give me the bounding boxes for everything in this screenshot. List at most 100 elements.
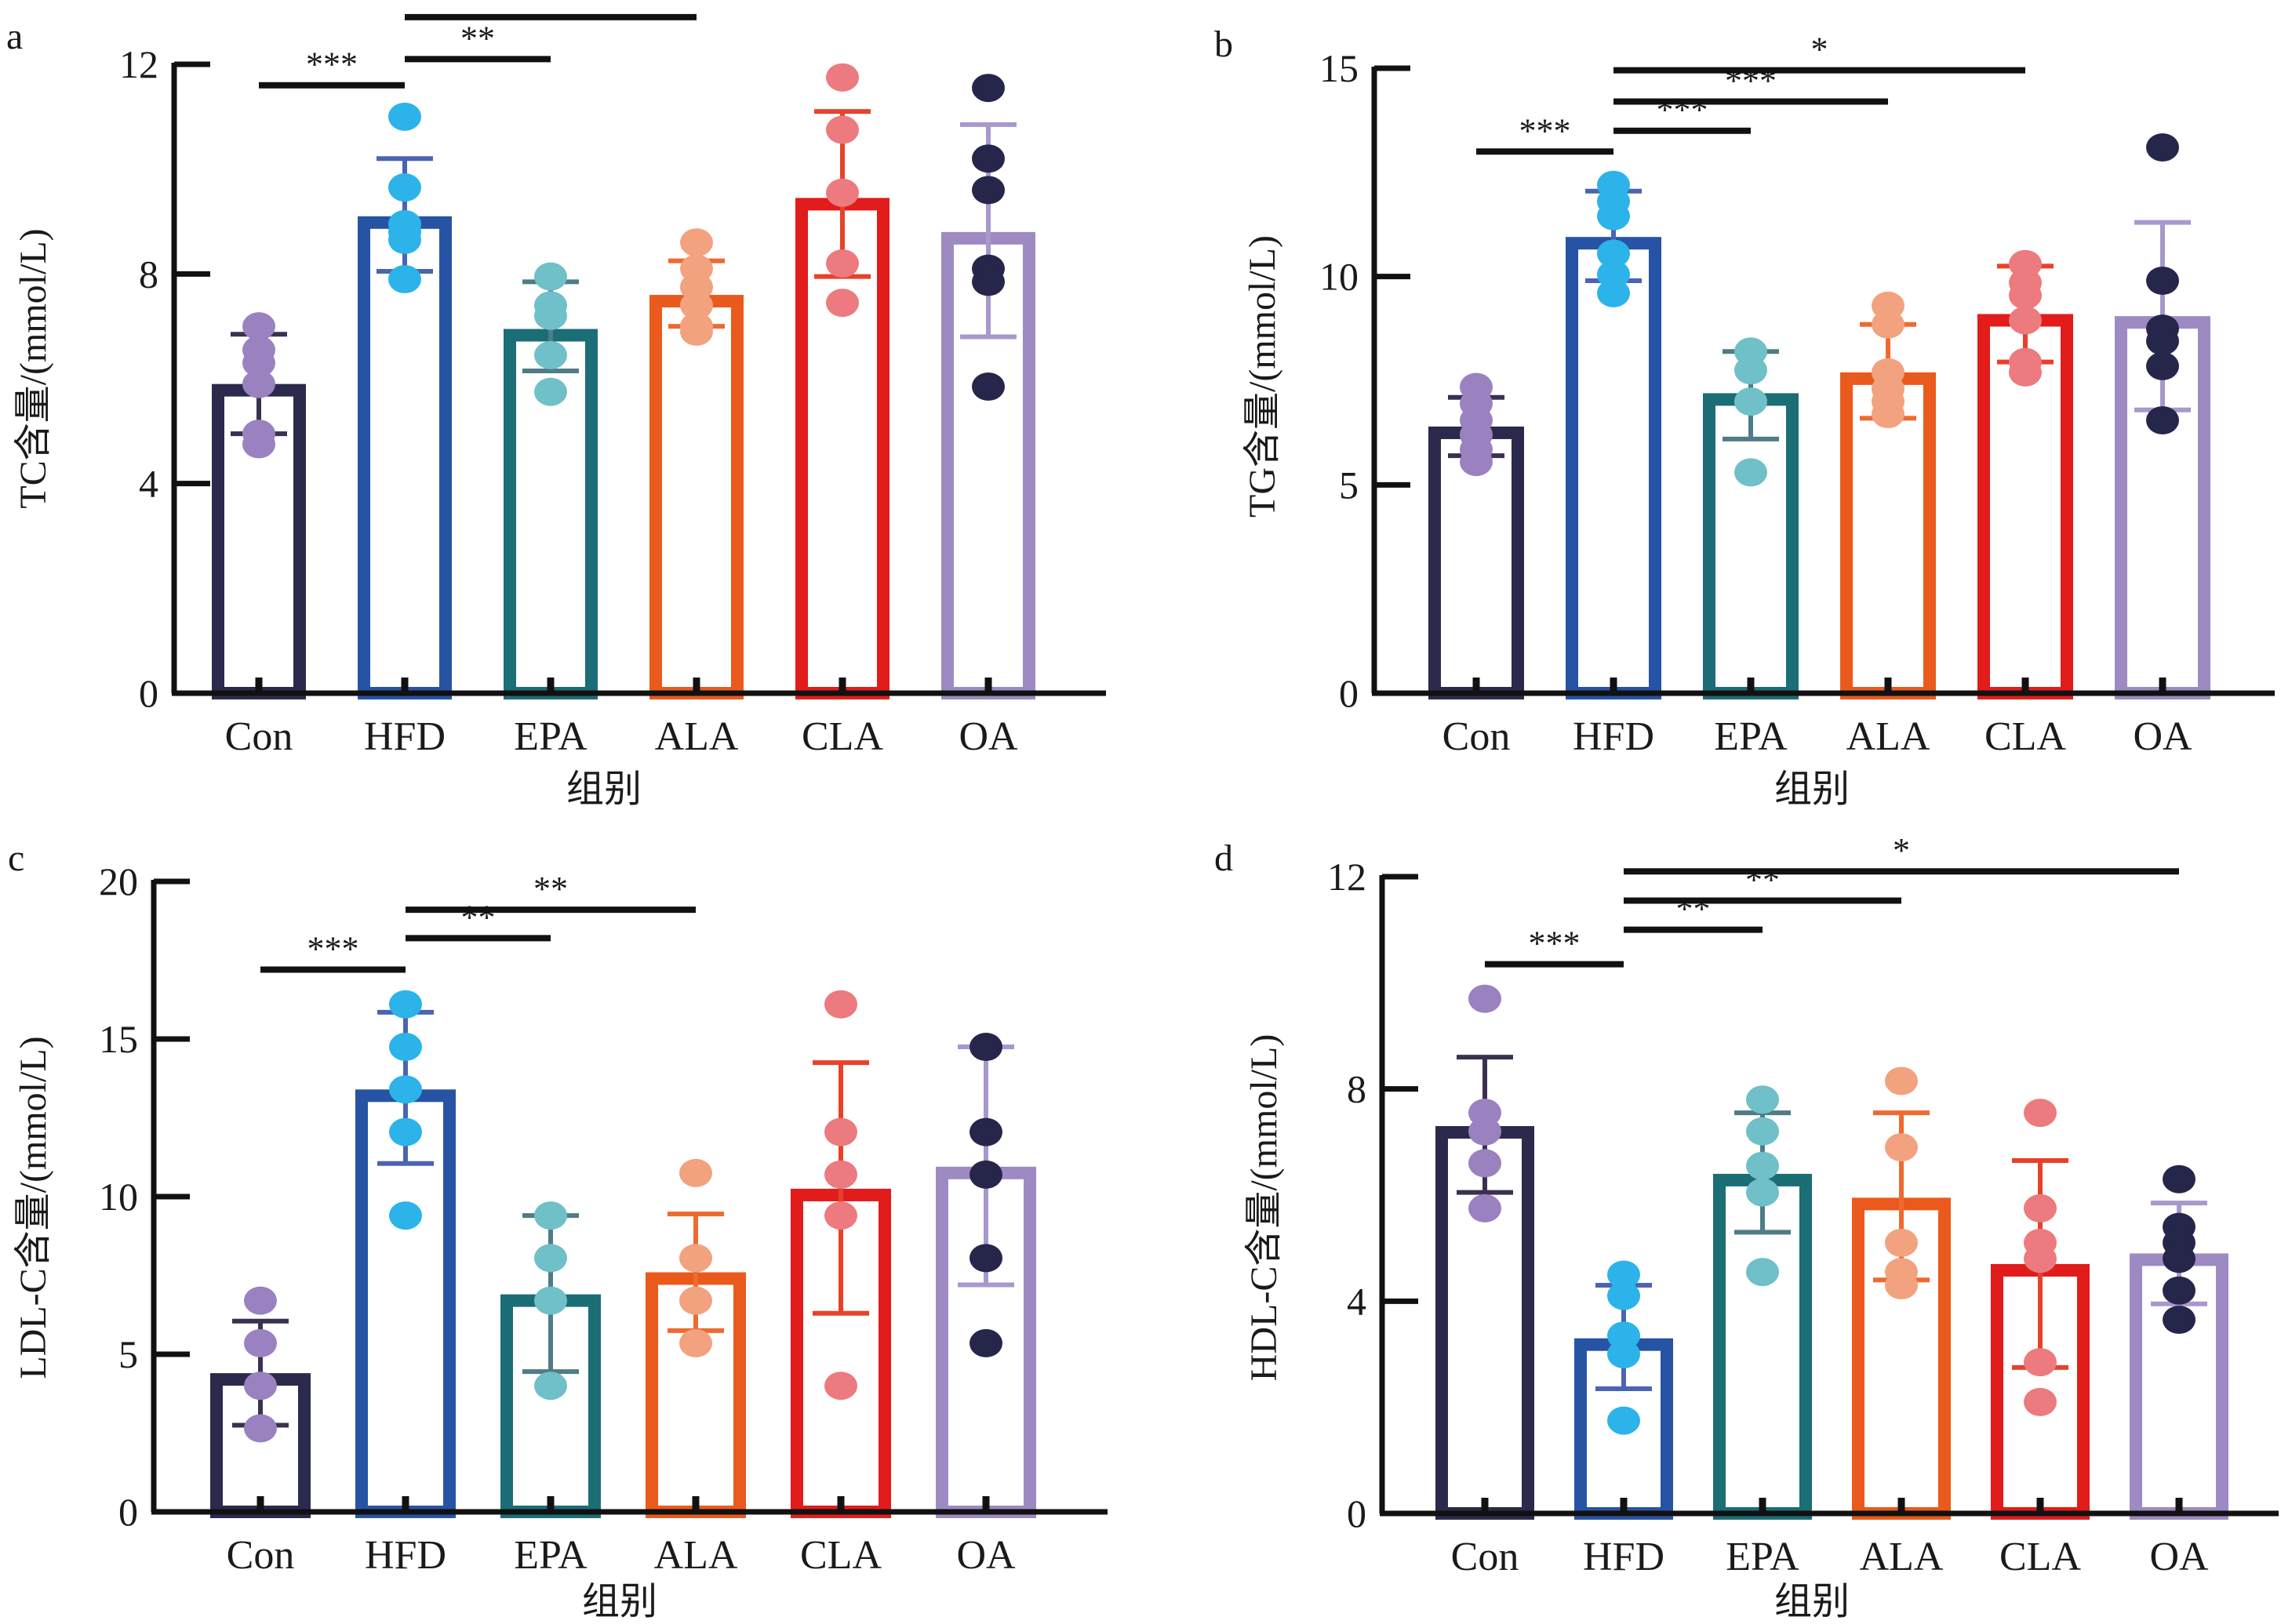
data-point-epa: [534, 1371, 567, 1401]
bar-hfd: [1566, 237, 1661, 699]
bar-cla: [795, 198, 889, 699]
y-tick-label: 12: [1327, 855, 1366, 899]
data-point-ala: [680, 317, 713, 346]
data-point-con: [1468, 1193, 1501, 1223]
bar-epa: [1703, 393, 1799, 699]
y-tick-label: 0: [139, 671, 158, 715]
panel-letter-d: d: [1214, 837, 1233, 879]
data-point-con: [244, 1286, 277, 1315]
data-point-cla: [2024, 1244, 2057, 1273]
panel-letter-a: a: [6, 16, 23, 57]
data-point-cla: [826, 115, 859, 144]
y-tick-label: 0: [1339, 671, 1359, 715]
data-point-epa: [1746, 1258, 1779, 1287]
significance-label: **: [461, 898, 496, 936]
x-tick-label: ALA: [654, 1533, 738, 1578]
data-point-ala: [679, 1244, 712, 1273]
data-point-ala: [1885, 1228, 1918, 1257]
significance-label: **: [460, 19, 495, 57]
data-point-epa: [534, 1286, 567, 1315]
data-point-cla: [2024, 1348, 2057, 1377]
data-point-epa: [534, 1201, 567, 1230]
data-point-cla: [824, 1371, 857, 1401]
data-point-hfd: [389, 1201, 422, 1230]
significance-label: ***: [1519, 111, 1571, 150]
significance-label: *: [542, 0, 559, 16]
data-point-con: [242, 348, 275, 377]
data-point-oa: [2146, 133, 2179, 162]
y-tick-label: 8: [1347, 1067, 1366, 1111]
significance-label: **: [1676, 890, 1711, 928]
data-point-cla: [824, 1117, 857, 1146]
x-tick-label: ALA: [1860, 1535, 1944, 1579]
x-tick-label: HFD: [1583, 1535, 1664, 1579]
data-point-hfd: [388, 173, 421, 202]
data-point-oa: [970, 1033, 1002, 1062]
data-point-con: [1468, 1149, 1501, 1178]
data-point-cla: [824, 1160, 857, 1189]
data-point-oa: [2163, 1306, 2196, 1335]
y-tick-label: 15: [99, 1017, 138, 1061]
data-point-ala: [679, 1158, 712, 1187]
data-point-oa: [2163, 1244, 2196, 1273]
data-point-hfd: [1597, 202, 1630, 231]
x-tick-label: CLA: [800, 1533, 882, 1578]
y-tick-label: 8: [139, 252, 158, 296]
x-tick-label: CLA: [802, 714, 883, 759]
data-point-epa: [1746, 1085, 1779, 1114]
data-point-hfd: [389, 990, 422, 1019]
data-point-hfd: [388, 225, 421, 254]
data-point-epa: [1746, 1151, 1779, 1180]
data-point-oa: [2146, 266, 2179, 295]
panel-letter-c: c: [8, 837, 24, 879]
y-tick-label: 10: [1319, 255, 1359, 299]
data-point-oa: [972, 144, 1005, 173]
x-tick-label: EPA: [514, 1533, 588, 1578]
x-tick-label: Con: [1451, 1535, 1519, 1579]
data-point-oa: [2146, 351, 2179, 380]
data-point-ala: [679, 1286, 712, 1315]
data-point-con: [244, 1414, 277, 1443]
data-point-ala: [679, 1328, 712, 1357]
panel-a: a TC含量/(mmol/L) 组别 0 4 8 12 Con HFD EPA ALA CLA O…: [6, 0, 1106, 810]
y-tick-label: 10: [99, 1175, 138, 1219]
x-tick-label: HFD: [364, 714, 446, 759]
x-tick-label: Con: [227, 1533, 295, 1578]
data-point-cla: [2024, 1387, 2057, 1416]
significance-label: *: [1893, 831, 1910, 870]
y-tick-label: 5: [1339, 463, 1359, 507]
x-tick-label: EPA: [1726, 1535, 1799, 1579]
data-point-hfd: [1607, 1340, 1640, 1368]
significance-label: **: [533, 870, 568, 908]
data-point-cla: [2009, 358, 2042, 387]
x-axis-title: 组别: [1774, 768, 1850, 810]
data-point-con: [242, 369, 275, 398]
data-point-hfd: [1597, 278, 1630, 307]
y-tick-label: 0: [1347, 1491, 1366, 1535]
y-axis-title: TG含量/(mmol/L): [1242, 235, 1283, 518]
x-tick-label: ALA: [655, 714, 739, 759]
significance-label: *: [1811, 31, 1828, 69]
data-point-hfd: [1607, 1281, 1640, 1310]
data-point-hfd: [1607, 1260, 1640, 1289]
significance-label: **: [1745, 860, 1780, 899]
panel-letter-b: b: [1214, 24, 1233, 65]
y-tick-label: 12: [119, 42, 158, 86]
data-point-ala: [1885, 1066, 1918, 1095]
data-point-cla: [826, 63, 859, 92]
x-tick-label: HFD: [365, 1533, 446, 1578]
x-tick-label: HFD: [1573, 714, 1654, 759]
data-point-ala: [1872, 310, 1904, 339]
data-point-ala: [680, 228, 713, 257]
x-tick-label: ALA: [1846, 714, 1930, 759]
x-tick-label: EPA: [514, 714, 588, 759]
data-point-oa: [970, 1160, 1002, 1189]
bar-ala: [649, 295, 744, 699]
data-point-epa: [534, 1244, 567, 1273]
data-point-ala: [680, 291, 713, 320]
data-point-cla: [826, 249, 859, 278]
data-point-oa: [970, 1244, 1002, 1273]
data-point-con: [244, 1371, 277, 1401]
y-tick-label: 4: [1347, 1279, 1366, 1323]
